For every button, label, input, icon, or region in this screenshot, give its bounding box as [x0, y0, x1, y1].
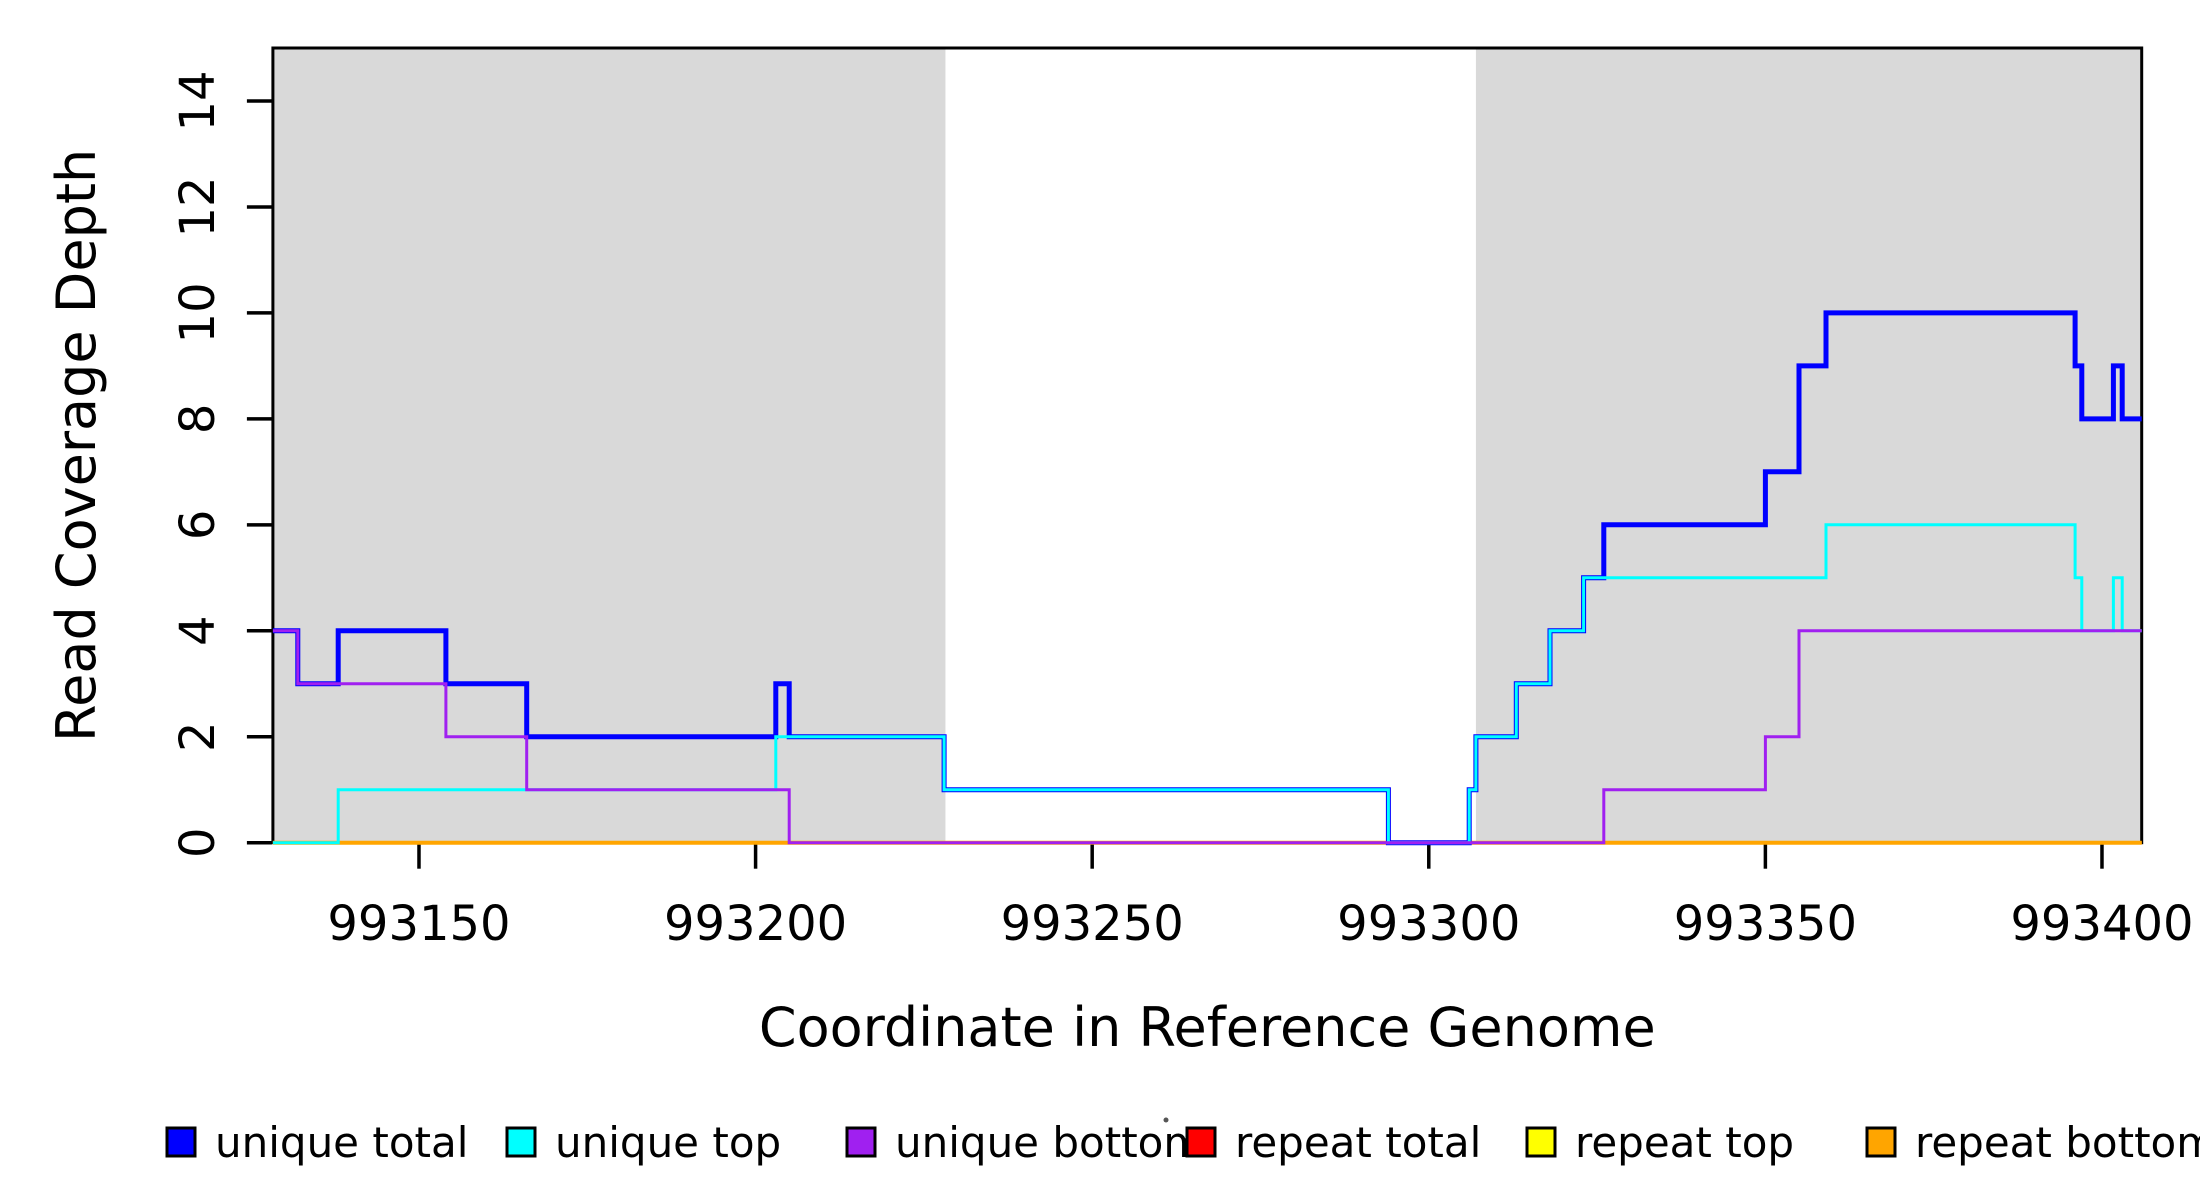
y-tick-label: 2 — [170, 721, 226, 752]
x-tick-label: 993200 — [664, 896, 847, 952]
legend-label: repeat top — [1575, 1118, 1794, 1167]
legend-label: unique total — [215, 1118, 468, 1167]
x-tick-label: 993150 — [327, 896, 510, 952]
y-tick-label: 14 — [170, 70, 226, 131]
x-tick-label: 993250 — [1001, 896, 1184, 952]
y-tick-label: 10 — [170, 282, 226, 343]
shaded-region — [1475, 48, 2142, 843]
legend-swatch-unique-top — [505, 1126, 537, 1158]
legend-swatch-unique-bottom — [845, 1126, 877, 1158]
shaded-region — [272, 48, 946, 843]
legend-label: unique bottom — [895, 1118, 1204, 1167]
x-axis-title: Coordinate in Reference Genome — [759, 996, 1656, 1059]
legend-swatch-unique-total — [165, 1126, 197, 1158]
legend-label: unique top — [555, 1118, 781, 1167]
x-tick-label: 993300 — [1337, 896, 1520, 952]
legend-swatch-repeat-bottom — [1865, 1126, 1897, 1158]
stray-dot — [1163, 1117, 1169, 1123]
y-tick-label: 12 — [170, 176, 226, 237]
y-tick-label: 4 — [170, 616, 226, 647]
x-tick-label: 993400 — [2010, 896, 2193, 952]
y-tick-label: 8 — [170, 404, 226, 435]
legend-label: repeat bottom — [1915, 1118, 2200, 1167]
legend-label: repeat total — [1235, 1118, 1481, 1167]
y-axis-title: Read Coverage Depth — [45, 149, 108, 742]
x-tick-label: 993350 — [1674, 896, 1857, 952]
y-tick-label: 6 — [170, 510, 226, 541]
legend-swatch-repeat-top — [1525, 1126, 1557, 1158]
y-tick-label: 0 — [170, 827, 226, 858]
series-unique-bottom — [272, 629, 2142, 845]
legend-swatch-repeat-total — [1185, 1126, 1217, 1158]
